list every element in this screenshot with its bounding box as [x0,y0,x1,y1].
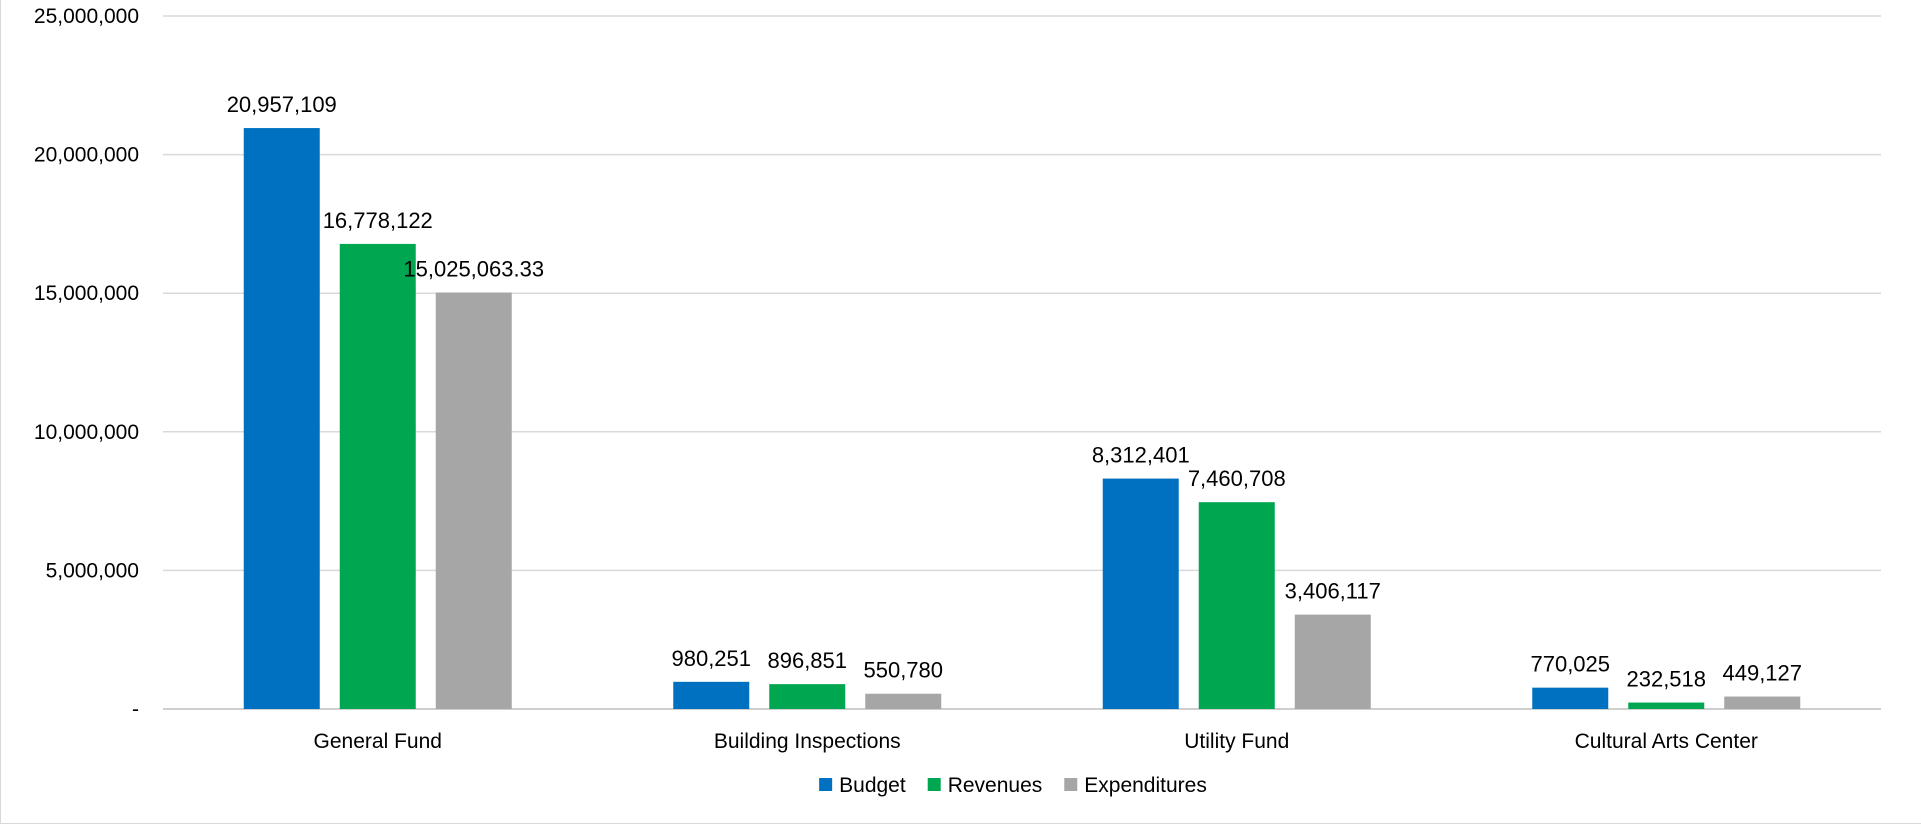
legend: Budget Revenues Expenditures [819,774,1207,797]
legend-swatch [927,778,941,791]
data-label: 7,460,708 [1188,466,1286,491]
bar-budget [673,681,750,709]
bar-revenues [1628,702,1705,709]
legend-swatch [819,778,833,791]
data-label: 15,025,063.33 [403,257,544,282]
category-label: General Fund [314,730,442,753]
bars [243,128,1801,709]
bar-revenues [1198,502,1275,709]
data-label: 16,778,122 [323,208,433,233]
y-tick-label: - [132,698,139,721]
bar-expenditures [435,292,512,709]
bar-expenditures [1724,696,1801,709]
data-label: 20,957,109 [227,92,337,117]
data-label: 770,025 [1530,652,1610,677]
legend-item-budget: Budget [819,774,906,797]
category-label: Cultural Arts Center [1575,730,1758,753]
legend-label: Budget [839,774,906,797]
y-tick-label: 10,000,000 [34,421,139,444]
legend-label: Expenditures [1084,774,1207,797]
gridlines [163,15,1881,710]
data-label: 980,251 [671,646,751,671]
bar-expenditures [1294,614,1371,709]
y-axis-tick-labels: - 5,000,000 10,000,000 15,000,000 20,000,000… [34,5,139,721]
legend-label: Revenues [948,774,1043,797]
data-labels: 20,957,109 16,778,122 15,025,063.33 980,251… [227,92,1802,691]
y-tick-label: 5,000,000 [46,559,139,582]
bar-budget [1102,478,1179,709]
data-label: 8,312,401 [1092,443,1190,468]
bar-expenditures [865,693,942,709]
category-label: Building Inspections [714,730,901,753]
data-label: 3,406,117 [1285,579,1381,604]
bar-budget [243,128,320,709]
bar-revenues [339,243,416,709]
legend-item-revenues: Revenues [927,774,1043,797]
y-tick-label: 20,000,000 [34,144,139,167]
y-tick-label: 15,000,000 [34,282,139,305]
bar-budget [1532,687,1609,709]
legend-swatch [1064,778,1078,791]
data-label: 896,851 [767,648,847,673]
category-label: Utility Fund [1184,730,1289,753]
legend-item-expenditures: Expenditures [1064,774,1207,797]
y-tick-label: 25,000,000 [34,5,139,28]
data-label: 550,780 [863,658,943,683]
x-axis-category-labels: General Fund Building Inspections Utility … [314,730,1758,753]
data-label: 449,127 [1722,661,1802,686]
data-label: 232,518 [1626,667,1706,692]
bar-revenues [769,684,846,709]
